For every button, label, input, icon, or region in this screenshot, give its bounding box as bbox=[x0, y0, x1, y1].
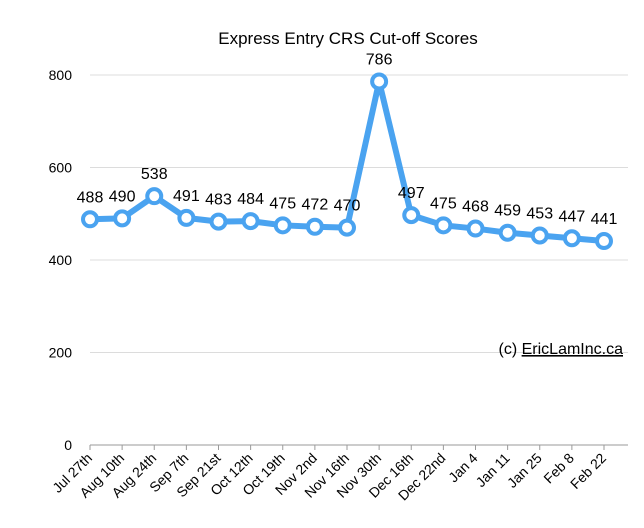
data-label: 483 bbox=[205, 192, 232, 209]
series: 488 490 538 491 483 484 475 472 470 786 497 475 468 4… bbox=[77, 51, 618, 251]
x-tick-label: Jan 11 bbox=[472, 450, 512, 490]
data-point bbox=[466, 219, 485, 238]
y-tick-label: 400 bbox=[49, 252, 73, 268]
data-label: 538 bbox=[141, 166, 168, 183]
data-point bbox=[595, 232, 613, 251]
data-label: 441 bbox=[591, 211, 618, 228]
data-label: 488 bbox=[77, 189, 104, 206]
data-label: 475 bbox=[430, 195, 457, 212]
data-point bbox=[177, 208, 196, 227]
data-point bbox=[434, 216, 453, 235]
chart-title: Express Entry CRS Cut-off Scores bbox=[218, 29, 478, 48]
x-tick-label: Jan 25 bbox=[504, 450, 545, 491]
data-point bbox=[241, 212, 260, 231]
data-label: 497 bbox=[398, 185, 425, 202]
data-point bbox=[338, 218, 356, 237]
grid bbox=[90, 74, 628, 446]
data-label: 453 bbox=[526, 205, 553, 222]
data-point bbox=[530, 226, 549, 245]
data-label: 472 bbox=[302, 197, 329, 214]
y-tick-label: 600 bbox=[49, 160, 73, 176]
data-label: 491 bbox=[173, 188, 200, 205]
y-tick-label: 0 bbox=[64, 437, 72, 453]
data-point bbox=[145, 187, 164, 206]
data-point bbox=[209, 212, 228, 231]
data-label: 475 bbox=[269, 195, 296, 212]
data-label: 786 bbox=[366, 51, 393, 68]
data-point bbox=[81, 210, 99, 229]
copyright-credit: (c) EricLamInc.ca bbox=[499, 341, 624, 358]
data-point bbox=[402, 206, 421, 225]
data-point bbox=[370, 72, 389, 91]
data-label: 484 bbox=[237, 191, 264, 208]
data-label: 468 bbox=[462, 199, 489, 216]
credit-link[interactable]: EricLamInc.ca bbox=[522, 341, 623, 358]
data-point bbox=[273, 216, 292, 235]
data-label: 459 bbox=[494, 203, 521, 220]
data-point bbox=[113, 209, 132, 228]
data-label: 490 bbox=[109, 188, 136, 205]
data-label: 470 bbox=[334, 198, 361, 215]
y-tick-label: 800 bbox=[49, 67, 73, 83]
data-point bbox=[562, 229, 581, 248]
data-point bbox=[498, 223, 517, 242]
y-tick-label: 200 bbox=[49, 345, 73, 361]
y-axis-ticks: 0 200 400 600 800 bbox=[49, 67, 73, 453]
x-tick-label: Feb 22 bbox=[567, 450, 609, 492]
data-label: 447 bbox=[559, 208, 586, 225]
data-point bbox=[305, 217, 324, 236]
credit-prefix: (c) bbox=[499, 341, 522, 358]
